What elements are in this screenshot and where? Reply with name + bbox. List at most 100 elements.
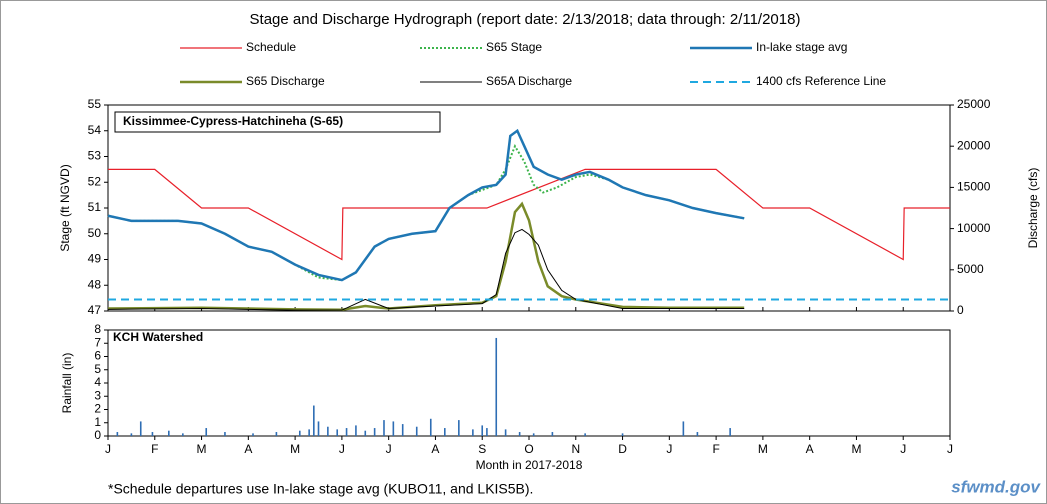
bar (345, 428, 348, 436)
x-tick-label: J (339, 442, 345, 456)
bar (373, 428, 376, 436)
bar (401, 424, 404, 436)
y2-axis-label: Discharge (cfs) (1026, 168, 1040, 249)
y-tick-label: 4 (94, 375, 101, 389)
bar (275, 432, 278, 436)
y-tick-label: 5 (94, 362, 101, 376)
x-tick-label: M (290, 442, 300, 456)
series-line (107, 228, 745, 311)
legend-label: 1400 cfs Reference Line (756, 74, 886, 88)
y2-tick-label: 5000 (957, 262, 984, 276)
y2-tick-label: 10000 (957, 221, 991, 235)
bar (130, 433, 133, 436)
legend-label: S65 Stage (486, 40, 542, 54)
y-tick-label: 0 (94, 428, 101, 442)
y-tick-label: 51 (88, 200, 102, 214)
x-axis-label: Month in 2017-2018 (476, 458, 583, 472)
bar (458, 420, 460, 436)
x-tick-label: O (524, 442, 533, 456)
bar (308, 429, 310, 436)
y-axis-label: Stage (ft NGVD) (58, 164, 72, 251)
y2-tick-label: 0 (957, 303, 964, 317)
x-tick-label: D (618, 442, 627, 456)
y2-tick-label: 25000 (957, 97, 991, 111)
x-tick-label: J (900, 442, 906, 456)
bar (205, 428, 208, 436)
bar (298, 430, 301, 436)
x-tick-label: J (386, 442, 392, 456)
y-tick-label: 7 (94, 335, 101, 349)
x-tick-label: A (244, 442, 252, 456)
series-line (108, 168, 950, 261)
bar (139, 421, 142, 436)
bar (621, 433, 624, 436)
x-tick-label: A (431, 442, 439, 456)
x-tick-label: F (151, 442, 158, 456)
x-tick-label: M (197, 442, 207, 456)
bar (327, 426, 329, 436)
x-tick-label: J (947, 442, 953, 456)
logo: sfwmd.gov (951, 477, 1041, 496)
y2-tick-label: 15000 (957, 180, 991, 194)
legend-label: In-lake stage avg (756, 40, 847, 54)
bar (532, 433, 535, 436)
y-tick-label: 52 (88, 174, 102, 188)
legend-label: S65A Discharge (486, 74, 572, 88)
x-tick-label: J (105, 442, 111, 456)
chart-title: Stage and Discharge Hydrograph (report d… (250, 11, 801, 28)
bar (495, 337, 498, 436)
bar (151, 432, 154, 436)
bar (472, 429, 474, 436)
bar (682, 421, 685, 436)
bar (584, 433, 586, 436)
series-line (107, 128, 745, 282)
bar (551, 432, 554, 436)
bar (336, 429, 339, 436)
bar (486, 428, 488, 436)
bar (729, 428, 731, 436)
series-line (107, 201, 745, 312)
y-tick-label: 3 (94, 388, 101, 402)
x-tick-label: J (666, 442, 672, 456)
y-tick-label: 50 (88, 226, 102, 240)
y-tick-label: 53 (88, 149, 102, 163)
bar (168, 430, 170, 436)
bar (504, 429, 507, 436)
bar (355, 425, 357, 436)
bar (224, 432, 226, 436)
x-tick-label: N (571, 442, 580, 456)
bar (364, 430, 367, 436)
x-tick-label: S (478, 442, 486, 456)
annotation-box (114, 111, 441, 133)
bar (429, 418, 432, 436)
bar (696, 432, 699, 436)
x-tick-label: M (758, 442, 768, 456)
bar (415, 426, 418, 436)
footnote: *Schedule departures use In-lake stage a… (108, 481, 533, 497)
y2-tick-label: 20000 (957, 138, 991, 152)
bar (392, 421, 395, 436)
bar (116, 432, 119, 436)
legend-label: Schedule (246, 40, 296, 54)
bar (518, 432, 521, 436)
bar (182, 433, 184, 436)
y-tick-label: 49 (88, 252, 102, 266)
x-tick-label: A (806, 442, 814, 456)
y-tick-label: 55 (88, 97, 102, 111)
bar (317, 421, 320, 436)
y-tick-label: 47 (88, 303, 102, 317)
bar (313, 405, 315, 436)
bar (481, 425, 484, 436)
annotation: Kissimmee-Cypress-Hatchineha (S-65) (123, 114, 343, 128)
y-tick-label: 48 (88, 277, 102, 291)
x-tick-label: F (712, 442, 719, 456)
annotation: KCH Watershed (113, 330, 203, 344)
bar (383, 420, 385, 436)
y-axis-label: Rainfall (in) (60, 353, 74, 414)
legend-label: S65 Discharge (246, 74, 325, 88)
y-tick-label: 2 (94, 402, 101, 416)
y-tick-label: 6 (94, 349, 101, 363)
y-tick-label: 8 (94, 322, 101, 336)
